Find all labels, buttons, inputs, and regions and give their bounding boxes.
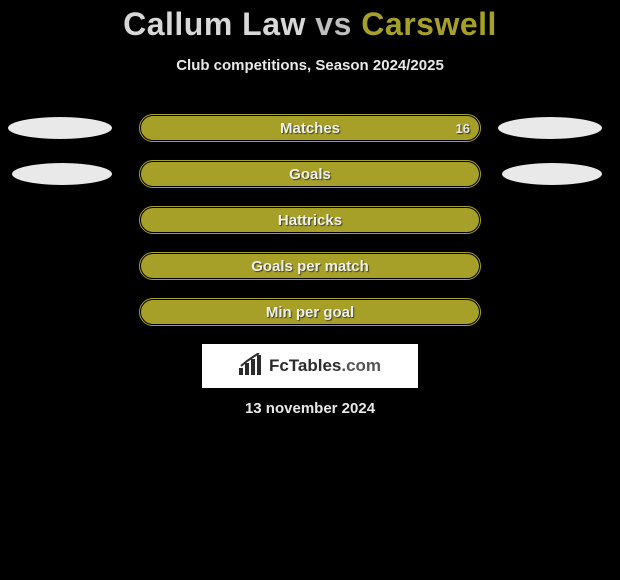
stat-row: Matches16	[0, 114, 620, 142]
logo-tables: Tables	[289, 356, 342, 375]
stat-row: Hattricks	[0, 206, 620, 234]
date: 13 november 2024	[0, 400, 620, 417]
stat-label: Min per goal	[140, 299, 480, 327]
comparison-card: Callum Law vs Carswell Club competitions…	[0, 0, 620, 580]
stat-row: Min per goal	[0, 298, 620, 326]
logo-fc: Fc	[269, 356, 289, 375]
stat-bar: Goals	[139, 160, 481, 188]
stat-row: Goals per match	[0, 252, 620, 280]
left-ellipse	[12, 163, 112, 185]
stat-bar: Hattricks	[139, 206, 481, 234]
title-vs: vs	[315, 6, 352, 42]
stat-bars: Matches16 Goals Hattricks Goals per match Mi…	[0, 114, 620, 326]
stat-row: Goals	[0, 160, 620, 188]
logo: FcTables.com	[239, 353, 381, 380]
page-title: Callum Law vs Carswell	[0, 0, 620, 43]
logo-com: .com	[341, 356, 381, 375]
stat-label: Goals per match	[140, 253, 480, 281]
left-ellipse	[8, 117, 112, 139]
stat-label: Matches	[140, 115, 480, 143]
stat-label: Goals	[140, 161, 480, 189]
right-ellipse	[502, 163, 602, 185]
stat-bar: Min per goal	[139, 298, 481, 326]
stat-bar: Matches16	[139, 114, 481, 142]
logo-box: FcTables.com	[202, 344, 418, 388]
stat-bar: Goals per match	[139, 252, 481, 280]
player1-name: Callum Law	[123, 6, 306, 42]
right-ellipse	[498, 117, 602, 139]
stat-label: Hattricks	[140, 207, 480, 235]
logo-icon	[239, 353, 265, 380]
player2-name: Carswell	[361, 6, 497, 42]
subtitle: Club competitions, Season 2024/2025	[0, 57, 620, 74]
logo-text: FcTables.com	[269, 356, 381, 376]
stat-right-value: 16	[456, 115, 470, 143]
